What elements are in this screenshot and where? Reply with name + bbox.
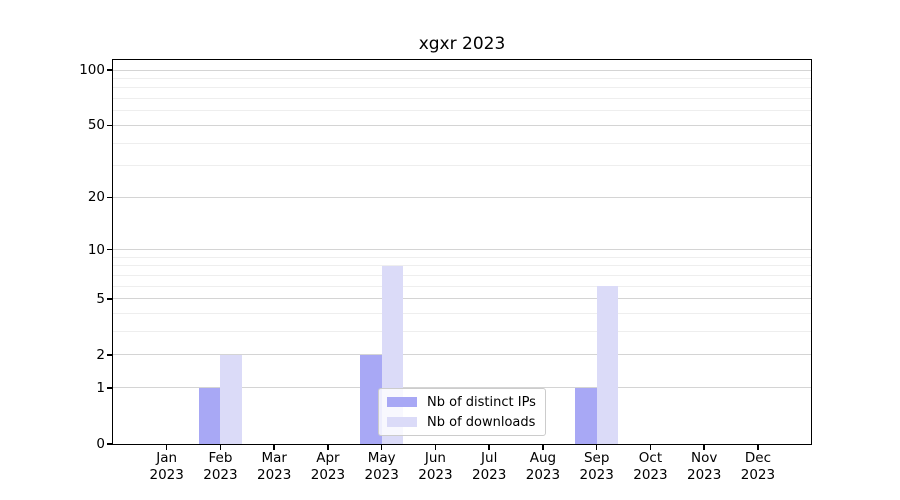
x-tick-mark [703, 444, 705, 450]
y-tick-label: 20 [87, 189, 105, 206]
y-tick-mark [107, 124, 112, 127]
y-tick-label: 10 [87, 241, 105, 258]
y-tick-mark [107, 69, 112, 71]
minor-gridline [113, 87, 811, 89]
y-tick-label: 5 [96, 290, 105, 307]
major-gridline [113, 298, 811, 300]
major-gridline [113, 249, 811, 251]
x-tick-mark [273, 444, 275, 450]
x-tick-label: Sep 2023 [579, 450, 614, 483]
minor-gridline [113, 98, 811, 100]
x-tick-mark [327, 444, 329, 450]
y-tick-label: 2 [96, 346, 105, 363]
chart-title: xgxr 2023 [418, 34, 506, 54]
minor-gridline [113, 110, 811, 112]
y-tick-mark [107, 248, 112, 251]
plot-area [113, 60, 811, 444]
legend-swatch [387, 397, 417, 407]
x-tick-label: Jan 2023 [149, 450, 184, 483]
minor-gridline [113, 165, 811, 167]
legend-item: Nb of distinct IPs [379, 392, 545, 412]
legend: Nb of distinct IPs Nb of downloads [378, 388, 546, 436]
x-tick-label: Nov 2023 [687, 450, 722, 483]
minor-gridline [113, 256, 811, 258]
major-gridline [113, 196, 811, 198]
minor-gridline [113, 285, 811, 287]
minor-gridline [113, 77, 811, 79]
x-tick-label: May 2023 [364, 450, 399, 483]
x-tick-label: Apr 2023 [310, 450, 346, 483]
y-tick-mark [107, 443, 112, 445]
x-tick-mark [488, 444, 490, 450]
legend-swatch [387, 417, 417, 427]
y-tick-mark [107, 354, 112, 356]
major-gridline [113, 354, 811, 356]
y-tick-mark [107, 387, 112, 389]
x-tick-mark [434, 444, 437, 450]
bar-nb-of-distinct-ips-may [360, 354, 382, 444]
major-gridline [113, 69, 811, 71]
x-tick-mark [542, 444, 544, 450]
minor-gridline [113, 142, 811, 144]
x-tick-label: Aug 2023 [525, 450, 561, 483]
x-tick-mark [757, 444, 759, 450]
y-tick-mark [107, 298, 112, 300]
legend-item-label: Nb of distinct IPs [427, 394, 536, 410]
x-tick-label: Jul 2023 [472, 450, 507, 483]
minor-gridline [113, 265, 811, 267]
y-tick-label: 1 [96, 379, 105, 396]
major-gridline [113, 124, 811, 126]
legend-item-label: Nb of downloads [427, 414, 536, 430]
major-gridline [113, 387, 811, 389]
bar-nb-of-downloads-sep [596, 286, 619, 444]
bar-nb-of-downloads-feb [220, 354, 242, 444]
x-tick-mark [219, 444, 222, 450]
minor-gridline [113, 313, 811, 315]
x-tick-mark [595, 444, 598, 450]
x-tick-mark [380, 444, 383, 450]
x-tick-label: Feb 2023 [203, 450, 238, 483]
x-tick-label: Dec 2023 [740, 450, 776, 483]
minor-gridline [113, 331, 811, 333]
minor-gridline [113, 274, 811, 276]
y-tick-label: 0 [96, 436, 105, 452]
x-tick-label: Mar 2023 [257, 450, 292, 483]
x-tick-mark [649, 444, 652, 450]
y-tick-label: 100 [79, 62, 105, 78]
x-tick-label: Jun 2023 [418, 450, 453, 483]
y-tick-label: 50 [87, 117, 105, 134]
bar-nb-of-distinct-ips-feb [198, 387, 221, 444]
y-tick-mark [107, 196, 112, 199]
bar-nb-of-distinct-ips-sep [575, 387, 597, 444]
x-tick-mark [165, 444, 168, 450]
legend-item: Nb of downloads [379, 412, 545, 432]
x-tick-label: Oct 2023 [633, 450, 668, 483]
